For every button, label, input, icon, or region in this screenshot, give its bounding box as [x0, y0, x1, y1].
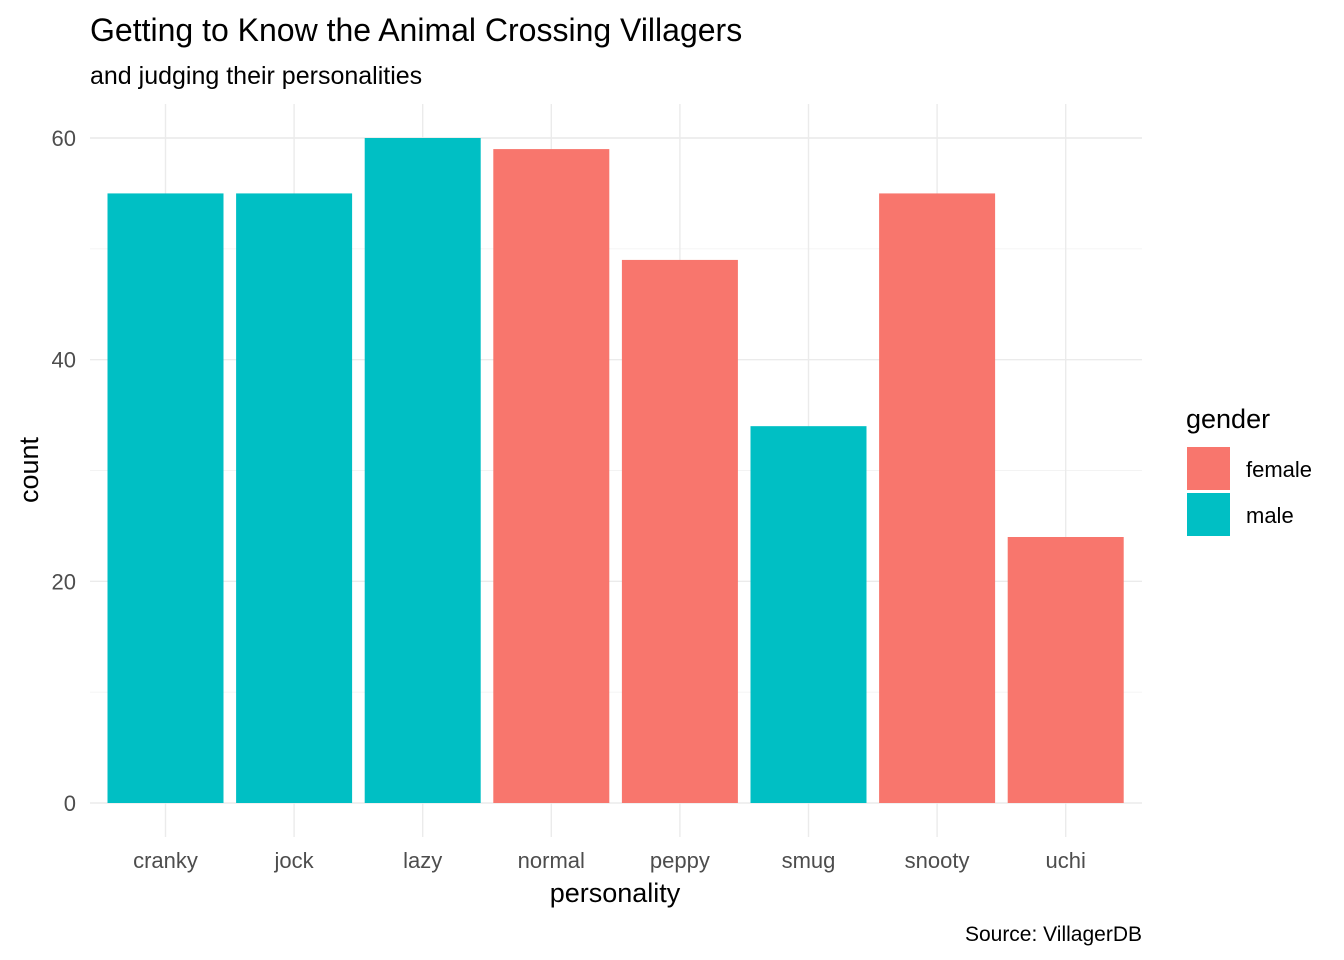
- x-tick-label-lazy: lazy: [403, 848, 442, 873]
- y-axis-title: count: [14, 436, 44, 503]
- bar-uchi: [1007, 537, 1124, 803]
- bars: [107, 138, 1124, 804]
- x-axis-title: personality: [550, 878, 681, 908]
- legend-label-female: female: [1246, 457, 1312, 482]
- bar-lazy: [364, 138, 481, 803]
- y-tick-label: 0: [64, 791, 76, 816]
- legend: gender female male: [1186, 404, 1312, 536]
- legend-swatch-male: [1187, 493, 1230, 536]
- legend-title: gender: [1186, 404, 1270, 434]
- x-tick-label-normal: normal: [518, 848, 585, 873]
- chart-title: Getting to Know the Animal Crossing Vill…: [90, 12, 742, 48]
- bar-snooty: [879, 193, 996, 803]
- y-tick-label: 60: [52, 126, 76, 151]
- chart-subtitle: and judging their personalities: [90, 62, 422, 90]
- bar-cranky: [107, 193, 224, 803]
- y-tick-label: 40: [52, 348, 76, 373]
- x-axis-ticks: cranky jock lazy normal peppy smug snooty uchi: [133, 848, 1086, 873]
- x-tick-label-snooty: snooty: [905, 848, 970, 873]
- bar-peppy: [621, 259, 738, 804]
- x-tick-label-peppy: peppy: [650, 848, 710, 873]
- x-tick-label-smug: smug: [782, 848, 836, 873]
- chart-caption: Source: VillagerDB: [965, 923, 1142, 946]
- legend-swatch-female: [1187, 447, 1230, 490]
- x-tick-label-uchi: uchi: [1046, 848, 1086, 873]
- x-tick-label-cranky: cranky: [133, 848, 198, 873]
- y-tick-label: 20: [52, 569, 76, 594]
- bar-smug: [750, 426, 867, 803]
- y-axis-ticks: 0 20 40 60: [52, 126, 76, 816]
- bar-jock: [236, 193, 353, 803]
- bar-normal: [493, 149, 610, 804]
- legend-label-male: male: [1246, 503, 1294, 528]
- x-tick-label-jock: jock: [274, 848, 315, 873]
